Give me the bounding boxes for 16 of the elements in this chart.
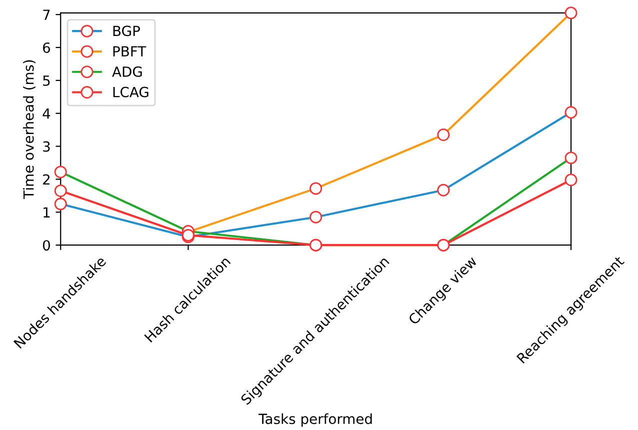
y-tick-label: 6 <box>43 42 50 53</box>
x-axis-title: Tasks performed <box>258 413 372 427</box>
y-tick-label: 7 <box>43 10 50 20</box>
point <box>564 174 578 186</box>
y-tick-label: 3 <box>43 141 50 152</box>
legend-label: BGP <box>113 26 140 36</box>
y-tick-label: 1 <box>44 207 50 218</box>
point <box>54 184 67 198</box>
y-tick-label: 5 <box>43 76 50 86</box>
y-tick-label: 2 <box>43 174 50 185</box>
y-tick-label: 4 <box>42 108 50 119</box>
legend-label: LCAG <box>113 86 148 98</box>
legend-label: ADG <box>112 66 142 77</box>
y-tick-label: 0 <box>42 240 50 251</box>
y-axis-title: Time overhead (ms) <box>23 60 36 199</box>
legend-label: PBFT <box>113 46 146 56</box>
